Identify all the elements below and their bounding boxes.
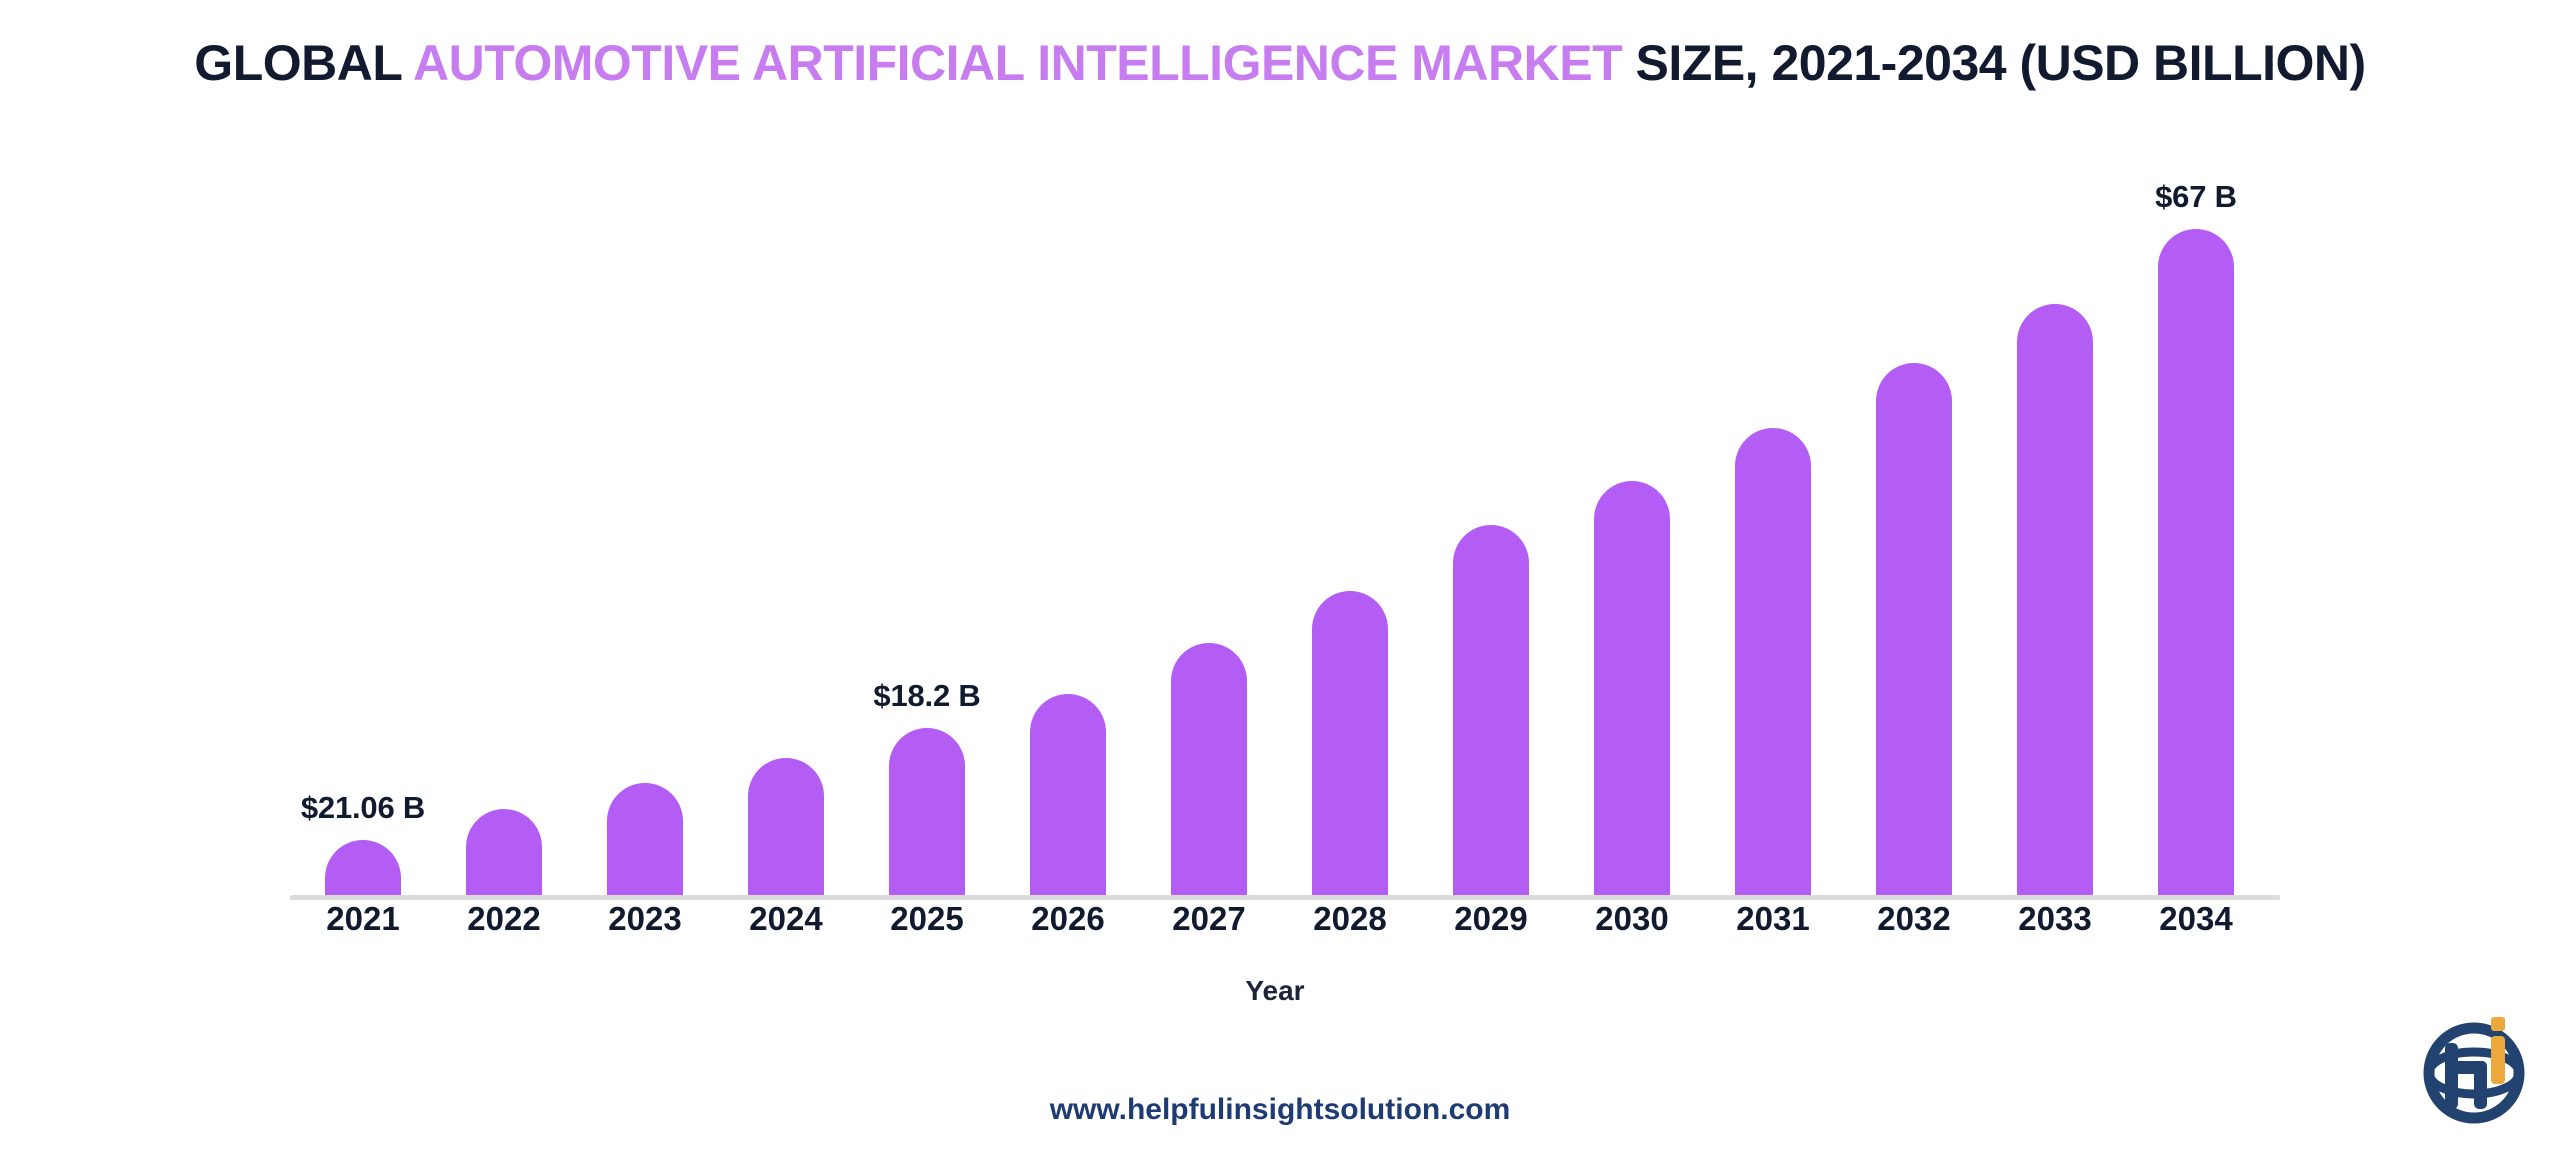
x-tick-2026: 2026	[1031, 900, 1105, 937]
bar-2025[interactable]	[889, 728, 965, 895]
x-tick-2032: 2032	[1877, 900, 1951, 937]
bar-2022[interactable]	[466, 808, 542, 895]
x-axis-title: Year	[0, 975, 2560, 1007]
bar-2026[interactable]	[1030, 694, 1106, 895]
x-axis-baseline	[290, 895, 2280, 900]
chart-title-highlight: AUTOMOTIVE ARTIFICIAL INTELLIGENCE MARKE…	[413, 35, 1623, 91]
x-tick-2022: 2022	[467, 900, 541, 937]
bar-value-label-2025: $18.2 B	[873, 678, 981, 714]
helpful-insight-solution-logo	[2412, 1005, 2537, 1130]
bar-2027[interactable]	[1171, 642, 1247, 895]
bar-2032[interactable]	[1876, 363, 1952, 895]
website-url-text: www.helpfulinsightsolution.com	[1049, 1093, 1511, 1126]
bar-value-label-2021: $21.06 B	[300, 790, 426, 826]
x-tick-2029: 2029	[1454, 900, 1528, 937]
x-tick-2031: 2031	[1736, 900, 1810, 937]
website-url[interactable]: www.helpfulinsightsolution.com	[0, 1093, 2560, 1127]
bar-2024[interactable]	[748, 757, 824, 895]
bar-2021[interactable]	[325, 840, 401, 895]
x-tick-2033: 2033	[2018, 900, 2092, 937]
x-tick-2023: 2023	[608, 900, 682, 937]
chart-title-suffix: SIZE, 2021-2034 (USD BILLION)	[1622, 35, 2367, 91]
plot-area: $21.06 B $18.2 B $67 B	[290, 120, 2280, 900]
chart-title: GLOBAL AUTOMOTIVE ARTIFICIAL INTELLIGENC…	[0, 36, 2560, 91]
bar-2031[interactable]	[1735, 428, 1811, 895]
bar-value-label-2034: $67 B	[2155, 179, 2237, 215]
bar-2023[interactable]	[607, 782, 683, 895]
x-tick-2021: 2021	[326, 900, 400, 937]
x-tick-2025: 2025	[890, 900, 964, 937]
bar-2034[interactable]	[2158, 229, 2234, 895]
bar-2029[interactable]	[1453, 525, 1529, 895]
x-tick-2024: 2024	[749, 900, 823, 937]
x-axis-title-text: Year	[1245, 975, 1305, 1006]
bar-2028[interactable]	[1312, 590, 1388, 895]
chart-title-prefix: GLOBAL	[194, 35, 414, 91]
bar-2030[interactable]	[1594, 480, 1670, 895]
x-tick-2027: 2027	[1172, 900, 1246, 937]
x-tick-2030: 2030	[1595, 900, 1669, 937]
x-axis-tick-labels: 2021 2022 2023 2024 2025 2026 2027 2028 2029 2030…	[290, 900, 2280, 948]
x-tick-2028: 2028	[1313, 900, 1387, 937]
x-tick-2034: 2034	[2159, 900, 2233, 937]
bar-2033[interactable]	[2017, 303, 2093, 895]
